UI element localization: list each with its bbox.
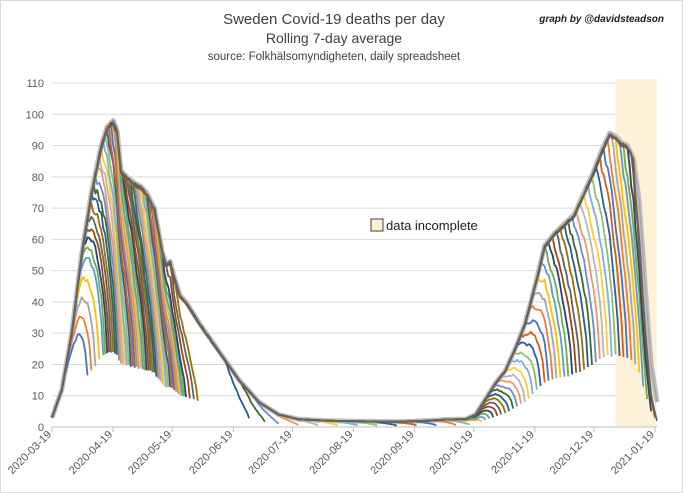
report-series-line bbox=[51, 121, 398, 427]
chart-subtitle: Rolling 7-day average bbox=[266, 30, 402, 46]
y-tick-label: 90 bbox=[32, 141, 44, 153]
chart-source: source: Folkhälsomyndigheten, daily spre… bbox=[208, 51, 461, 63]
y-tick-label: 70 bbox=[32, 203, 44, 215]
x-tick-label: 2020-08-19 bbox=[307, 429, 355, 477]
x-tick-label: 2020-07-19 bbox=[246, 429, 294, 477]
y-tick-label: 30 bbox=[32, 328, 44, 340]
y-tick-label: 0 bbox=[38, 422, 44, 434]
x-tick-label: 2021-01-19 bbox=[609, 429, 657, 477]
report-series-line bbox=[51, 120, 601, 423]
x-tick-label: 2020-04-19 bbox=[67, 429, 115, 477]
x-tick-label: 2020-11-19 bbox=[489, 429, 537, 477]
report-series-line bbox=[51, 121, 658, 423]
y-tick-label: 110 bbox=[26, 78, 44, 90]
legend-swatch bbox=[370, 218, 384, 232]
x-axis: 2020-03-19 2020-04-19 2020-05-19 2020-06-19… bbox=[6, 426, 657, 477]
report-series-group bbox=[51, 119, 658, 427]
x-tick-label: 2020-03-19 bbox=[6, 429, 54, 477]
x-tick-label: 2020-09-19 bbox=[368, 429, 416, 477]
y-tick-label: 10 bbox=[32, 391, 44, 403]
x-tick-label: 2020-12-19 bbox=[548, 429, 596, 477]
y-tick-label: 60 bbox=[32, 234, 44, 246]
x-tick-label: 2020-06-19 bbox=[187, 429, 235, 477]
chart-credit: graph by @davidsteadson bbox=[538, 14, 664, 25]
y-axis: 0 10 20 30 40 50 60 70 80 90 100 110 bbox=[26, 78, 44, 434]
legend-label: data incomplete bbox=[386, 218, 478, 233]
y-tick-label: 40 bbox=[32, 297, 44, 309]
x-tick-label: 2020-10-19 bbox=[428, 429, 476, 477]
chart-title: Sweden Covid-19 deaths per day bbox=[223, 11, 445, 28]
legend: data incomplete bbox=[370, 218, 478, 233]
x-tick-label: 2020-05-19 bbox=[126, 429, 174, 477]
y-tick-label: 100 bbox=[26, 109, 44, 121]
y-tick-label: 50 bbox=[32, 266, 44, 278]
y-tick-label: 80 bbox=[32, 172, 44, 184]
y-tick-label: 20 bbox=[32, 359, 44, 371]
